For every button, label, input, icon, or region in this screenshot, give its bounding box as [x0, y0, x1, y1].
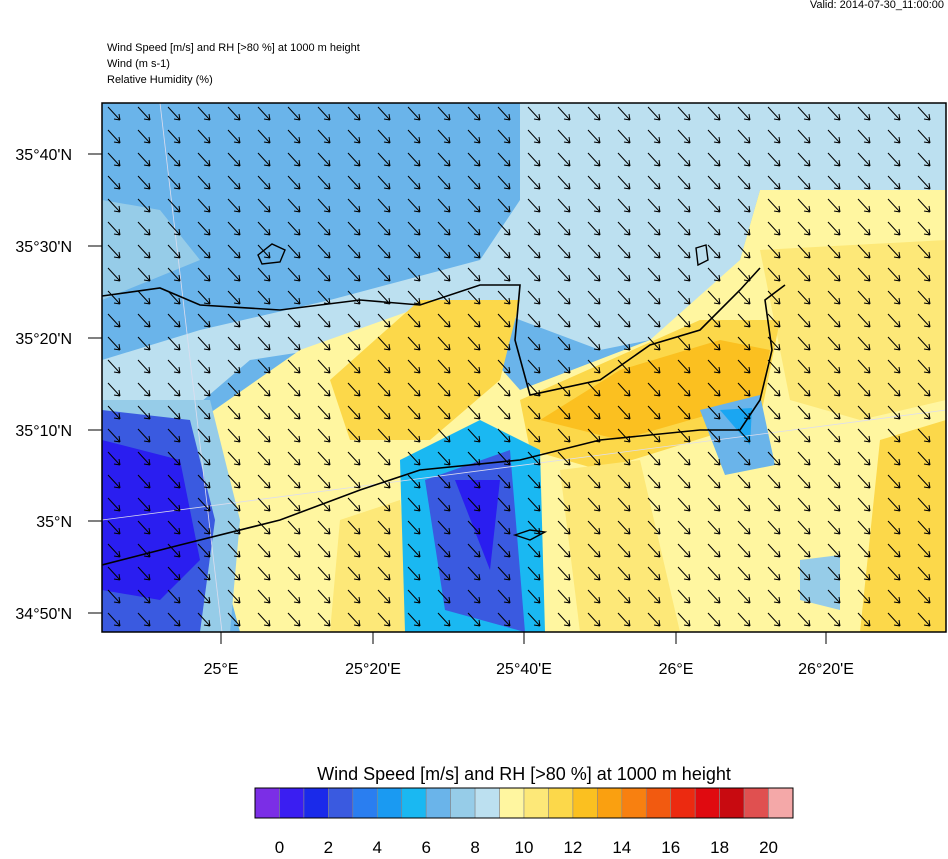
colorbar-box	[303, 787, 329, 819]
colorbar-label: 0	[275, 838, 284, 854]
lon-label: 26°20'E	[798, 661, 854, 678]
map-field	[102, 103, 946, 632]
lat-label: 35°10'N	[15, 423, 72, 440]
colorbar-box	[719, 787, 745, 819]
colorbar-box	[450, 787, 476, 819]
lon-label: 26°E	[659, 661, 694, 678]
colorbar-label: 12	[563, 838, 582, 854]
colorbar-label: 10	[515, 838, 534, 854]
colorbar-label: 6	[421, 838, 430, 854]
colorbar-label: 14	[612, 838, 631, 854]
lon-labels: 25°E 25°20'E 25°40'E 26°E 26°20'E	[204, 661, 854, 678]
colorbar-box	[376, 787, 403, 819]
colorbar-box	[401, 787, 427, 819]
colorbar-box	[743, 787, 769, 819]
colorbar-box	[474, 787, 500, 819]
lat-label: 34°50'N	[15, 606, 72, 623]
colorbar-box	[499, 787, 525, 819]
valid-time: Valid: 2014-07-30_11:00:00	[810, 0, 944, 11]
colorbar-box	[523, 787, 549, 819]
colorbar-box	[425, 787, 451, 819]
colorbar-title: Wind Speed [m/s] and RH [>80 %] at 1000 …	[317, 764, 731, 784]
title-line: Wind Speed [m/s] and RH [>80 %] at 1000 …	[107, 42, 360, 54]
lat-label: 35°20'N	[15, 331, 72, 348]
lon-label: 25°E	[204, 661, 239, 678]
lon-label: 25°20'E	[345, 661, 401, 678]
colorbar-box	[670, 787, 696, 819]
colorbar-box	[254, 787, 280, 819]
colorbar: 0 2 4 6 8 10 12 14 16 18 20	[254, 787, 794, 857]
lon-label: 25°40'E	[496, 661, 552, 678]
colorbar-label: 16	[661, 838, 680, 854]
colorbar-label: 4	[373, 838, 382, 854]
title-line: Wind (m s-1)	[107, 58, 170, 70]
colorbar-box	[597, 787, 623, 819]
colorbar-box	[645, 787, 672, 819]
colorbar-box	[548, 787, 574, 819]
colorbar-box	[768, 787, 794, 819]
lat-ticks	[88, 153, 827, 644]
colorbar-box	[694, 787, 720, 819]
lat-labels: 35°40'N 35°30'N 35°20'N 35°10'N 35°N 34°…	[15, 147, 72, 623]
colorbar-box	[328, 787, 354, 819]
colorbar-box	[572, 787, 598, 819]
colorbar-box	[279, 787, 305, 819]
lat-label: 35°40'N	[15, 147, 72, 164]
lat-label: 35°N	[36, 514, 72, 531]
colorbar-frame	[254, 787, 794, 819]
colorbar-box	[621, 787, 647, 819]
colorbar-label: 8	[470, 838, 479, 854]
colorbar-box	[352, 787, 378, 819]
lat-label: 35°30'N	[15, 239, 72, 256]
colorbar-label: 20	[759, 838, 778, 854]
title-line: Relative Humidity (%)	[107, 74, 213, 86]
colorbar-label: 2	[324, 838, 333, 854]
colorbar-label: 18	[710, 838, 729, 854]
